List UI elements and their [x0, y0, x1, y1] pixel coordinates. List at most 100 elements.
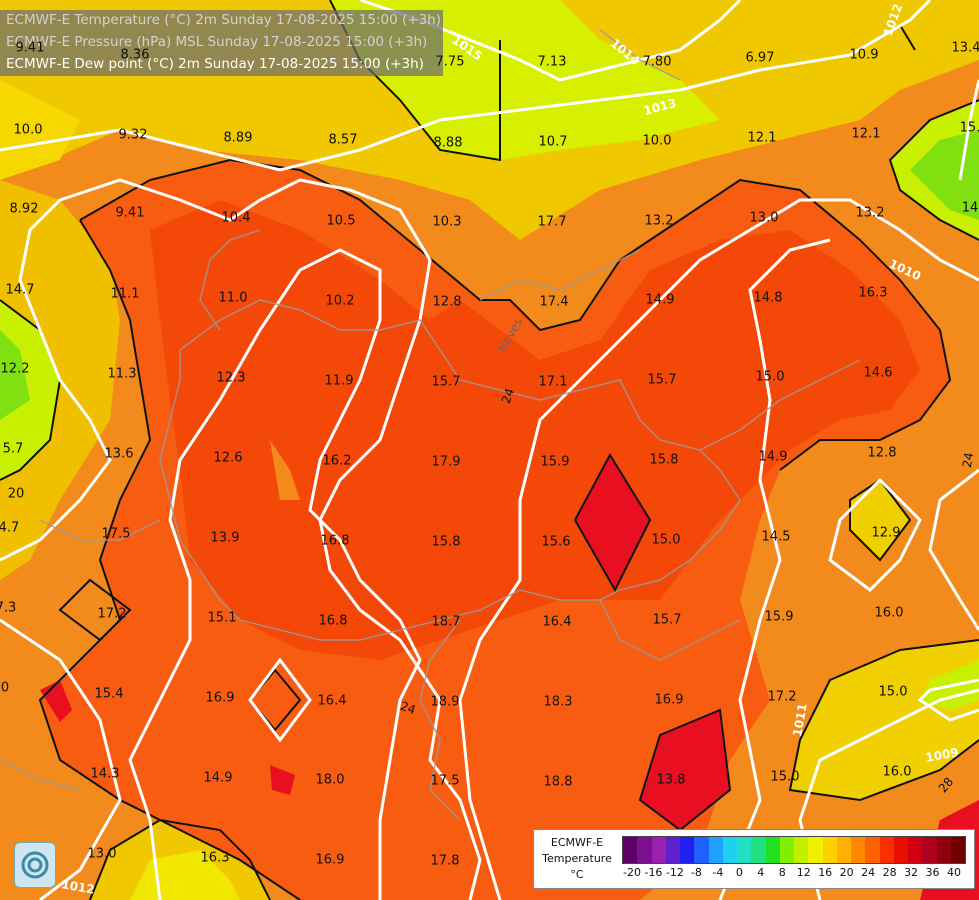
dewpoint-value: 18.8 — [543, 774, 573, 790]
legend-color-swatch — [808, 837, 823, 863]
dewpoint-value: 12.1 — [747, 130, 777, 146]
dewpoint-value: 7.80 — [642, 54, 672, 70]
dewpoint-value: 13.2 — [855, 205, 885, 221]
dewpoint-value: 11.1 — [110, 286, 140, 302]
legend-tick-label: 16 — [818, 866, 833, 879]
dewpoint-value: 13.0 — [749, 210, 779, 226]
dewpoint-value: 18.0 — [315, 772, 345, 788]
legend-color-swatch — [751, 837, 766, 863]
legend-tick-label: 8 — [778, 866, 786, 879]
legend-tick-label: 20 — [839, 866, 854, 879]
legend-color-swatch — [922, 837, 937, 863]
dewpoint-value: 16.8 — [320, 533, 350, 549]
dewpoint-value: 12.6 — [213, 450, 243, 466]
legend-color-swatch — [637, 837, 652, 863]
swirl-icon — [21, 851, 49, 879]
dewpoint-value: 14.5 — [761, 529, 791, 545]
dewpoint-value: 17.4 — [539, 294, 569, 310]
dewpoint-value: 13.6 — [104, 446, 134, 462]
dewpoint-value: 16.9 — [654, 692, 684, 708]
dewpoint-value: 13.2 — [644, 213, 674, 229]
legend-color-swatch — [893, 837, 908, 863]
dewpoint-value: 15.9 — [540, 454, 570, 470]
legend-color-swatch — [765, 837, 780, 863]
dewpoint-value: 17.5 — [101, 526, 131, 542]
dewpoint-value: 13.0 — [87, 846, 117, 862]
legend-tick-label: -16 — [644, 866, 663, 879]
legend-tick-label: -8 — [690, 866, 702, 879]
dewpoint-value: 15.4 — [94, 686, 124, 702]
dewpoint-value: 17.5 — [430, 773, 460, 789]
dewpoint-value: 14.9 — [758, 449, 788, 465]
dewpoint-value: 10.0 — [13, 122, 43, 138]
legend-tick-label: 32 — [904, 866, 919, 879]
dewpoint-value: 9.41 — [15, 40, 45, 56]
temperature-legend: ECMWF-E Temperature °C -20 -16 -12 -8 -4 0 4 8 1… — [533, 829, 975, 889]
dewpoint-value: 14.8 — [753, 290, 783, 306]
dewpoint-value: 15.0 — [878, 684, 908, 700]
dewpoint-value: 17.8 — [430, 853, 460, 869]
dewpoint-value: 15.8 — [649, 452, 679, 468]
dewpoint-value: 4.7 — [0, 520, 20, 536]
dewpoint-value: 14 — [961, 200, 979, 216]
dewpoint-value: 13.8 — [656, 772, 686, 788]
dewpoint-value: 16.0 — [882, 764, 912, 780]
legend-color-swatch — [836, 837, 851, 863]
dewpoint-value: 15.7 — [431, 374, 461, 390]
dewpoint-value: 13.9 — [210, 530, 240, 546]
dewpoint-value: 11.0 — [218, 290, 248, 306]
legend-tick-label: 4 — [757, 866, 765, 879]
dewpoint-value: 8.88 — [433, 135, 463, 151]
dewpoint-value: 16.4 — [317, 693, 347, 709]
dewpoint-value: 11.9 — [324, 373, 354, 389]
dewpoint-value: 15.8 — [431, 534, 461, 550]
dewpoint-value: 17.9 — [431, 454, 461, 470]
ecmwf-logo — [14, 842, 56, 888]
legend-color-swatch — [680, 837, 695, 863]
dewpoint-value: 10.2 — [325, 293, 355, 309]
dewpoint-value: 11.3 — [107, 366, 137, 382]
dewpoint-value: 15.1 — [207, 610, 237, 626]
legend-color-swatch — [694, 837, 709, 863]
dewpoint-value: 0 — [0, 680, 10, 696]
dewpoint-value: 6.97 — [745, 50, 775, 66]
dewpoint-value: 5.7 — [2, 441, 24, 457]
legend-tick-label: 28 — [882, 866, 897, 879]
dewpoint-value: 14.3 — [90, 766, 120, 782]
title-box: ECMWF-E Temperature (°C) 2m Sunday 17-08… — [0, 10, 443, 76]
dewpoint-value: 15.7 — [647, 372, 677, 388]
dewpoint-value: 14.9 — [645, 292, 675, 308]
dewpoint-value: 16.0 — [874, 605, 904, 621]
dewpoint-value: 15.7 — [652, 612, 682, 628]
legend-tick-label: 36 — [925, 866, 940, 879]
dewpoint-value: 13.4 — [951, 40, 979, 56]
title-pressure: ECMWF-E Pressure (hPa) MSL Sunday 17-08-… — [6, 34, 428, 50]
dewpoint-value: 10.7 — [538, 134, 568, 150]
legend-tick-label: 40 — [947, 866, 961, 879]
legend-color-swatch — [708, 837, 723, 863]
dewpoint-value: 18.3 — [543, 694, 573, 710]
dewpoint-value: 10.3 — [432, 214, 462, 230]
dewpoint-value: 10.4 — [221, 210, 251, 226]
dewpoint-value: 15.0 — [651, 532, 681, 548]
dewpoint-value: 15.9 — [764, 609, 794, 625]
legend-tick-label: 0 — [735, 866, 743, 879]
title-temperature: ECMWF-E Temperature (°C) 2m Sunday 17-08… — [6, 12, 441, 28]
legend-color-swatch — [665, 837, 680, 863]
dewpoint-value: 8.89 — [223, 130, 253, 146]
legend-title-unit: °C — [570, 868, 584, 881]
dewpoint-value: 14.7 — [5, 282, 35, 298]
dewpoint-value: 12.3 — [216, 370, 246, 386]
legend-color-swatch — [737, 837, 752, 863]
dewpoint-value: 14.9 — [203, 770, 233, 786]
dewpoint-value: 7.75 — [435, 54, 465, 70]
dewpoint-value: 8.57 — [328, 132, 358, 148]
dewpoint-value: 16.8 — [318, 613, 348, 629]
dewpoint-value: 9.41 — [115, 205, 145, 221]
dewpoint-value: 12.1 — [851, 126, 881, 142]
dewpoint-value: 16.4 — [542, 614, 572, 630]
dewpoint-value: 12.2 — [0, 361, 30, 377]
legend-color-swatch — [794, 837, 809, 863]
legend-color-swatch — [623, 837, 638, 863]
